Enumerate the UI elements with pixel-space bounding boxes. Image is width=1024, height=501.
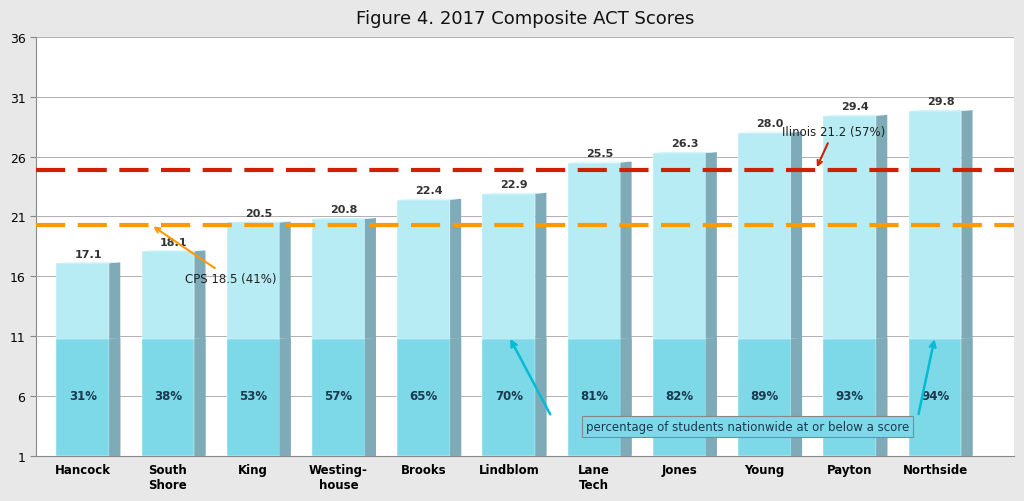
Bar <box>56 339 110 456</box>
Polygon shape <box>110 263 120 456</box>
Text: 18.1: 18.1 <box>160 237 187 247</box>
Text: 53%: 53% <box>240 389 267 402</box>
Polygon shape <box>908 111 973 112</box>
Polygon shape <box>791 339 802 456</box>
Polygon shape <box>738 132 802 133</box>
Polygon shape <box>280 339 291 456</box>
Polygon shape <box>365 339 376 456</box>
Polygon shape <box>621 162 632 456</box>
Polygon shape <box>877 339 887 456</box>
Bar <box>397 200 451 456</box>
Text: 28.0: 28.0 <box>757 119 783 129</box>
Polygon shape <box>536 193 547 456</box>
Text: 26.3: 26.3 <box>671 139 698 149</box>
Text: 38%: 38% <box>154 389 182 402</box>
Bar <box>653 339 706 456</box>
Bar <box>738 339 791 456</box>
Polygon shape <box>567 162 632 163</box>
Polygon shape <box>56 263 120 264</box>
Bar <box>908 339 962 456</box>
Text: 29.4: 29.4 <box>842 102 869 112</box>
Bar <box>226 339 280 456</box>
Bar <box>56 264 110 456</box>
Bar <box>141 252 195 456</box>
Polygon shape <box>110 339 120 456</box>
Bar <box>312 339 365 456</box>
Polygon shape <box>195 251 206 456</box>
Polygon shape <box>451 199 461 456</box>
Bar <box>823 117 877 456</box>
Bar <box>312 219 365 456</box>
Polygon shape <box>791 132 802 456</box>
Text: 57%: 57% <box>325 389 352 402</box>
Text: 89%: 89% <box>751 389 778 402</box>
Polygon shape <box>312 218 376 219</box>
Text: 22.4: 22.4 <box>416 186 443 196</box>
Bar <box>482 194 536 456</box>
Polygon shape <box>706 153 717 456</box>
Polygon shape <box>536 339 547 456</box>
Polygon shape <box>653 153 717 154</box>
Polygon shape <box>451 339 461 456</box>
Bar <box>653 154 706 456</box>
Polygon shape <box>962 111 973 456</box>
Bar <box>141 339 195 456</box>
Polygon shape <box>397 199 461 200</box>
Bar <box>482 339 536 456</box>
Bar <box>567 339 621 456</box>
Text: 31%: 31% <box>69 389 96 402</box>
Polygon shape <box>962 339 973 456</box>
Text: 65%: 65% <box>410 389 438 402</box>
Text: 25.5: 25.5 <box>586 149 613 159</box>
Text: 82%: 82% <box>666 389 693 402</box>
Polygon shape <box>365 218 376 456</box>
Polygon shape <box>226 222 291 223</box>
Title: Figure 4. 2017 Composite ACT Scores: Figure 4. 2017 Composite ACT Scores <box>356 10 694 28</box>
Bar <box>738 133 791 456</box>
Text: CPS 18.5 (41%): CPS 18.5 (41%) <box>156 228 276 286</box>
Text: 20.8: 20.8 <box>331 205 357 215</box>
Bar <box>397 339 451 456</box>
Bar <box>908 112 962 456</box>
Polygon shape <box>706 339 717 456</box>
Text: Ilinois 21.2 (57%): Ilinois 21.2 (57%) <box>781 126 885 166</box>
Polygon shape <box>280 222 291 456</box>
Polygon shape <box>141 251 206 252</box>
Bar <box>226 223 280 456</box>
Text: 29.8: 29.8 <box>927 97 954 107</box>
Text: 70%: 70% <box>495 389 523 402</box>
Text: 93%: 93% <box>836 389 864 402</box>
Polygon shape <box>877 116 887 456</box>
Polygon shape <box>823 116 887 117</box>
Bar <box>567 163 621 456</box>
Polygon shape <box>195 339 206 456</box>
Bar <box>823 339 877 456</box>
Text: 22.9: 22.9 <box>501 180 528 190</box>
Text: 94%: 94% <box>921 389 949 402</box>
Text: 17.1: 17.1 <box>75 249 102 259</box>
Polygon shape <box>482 193 547 194</box>
Text: 81%: 81% <box>580 389 608 402</box>
Text: 20.5: 20.5 <box>245 208 272 218</box>
Text: percentage of students nationwide at or below a score: percentage of students nationwide at or … <box>586 420 909 433</box>
Polygon shape <box>621 339 632 456</box>
